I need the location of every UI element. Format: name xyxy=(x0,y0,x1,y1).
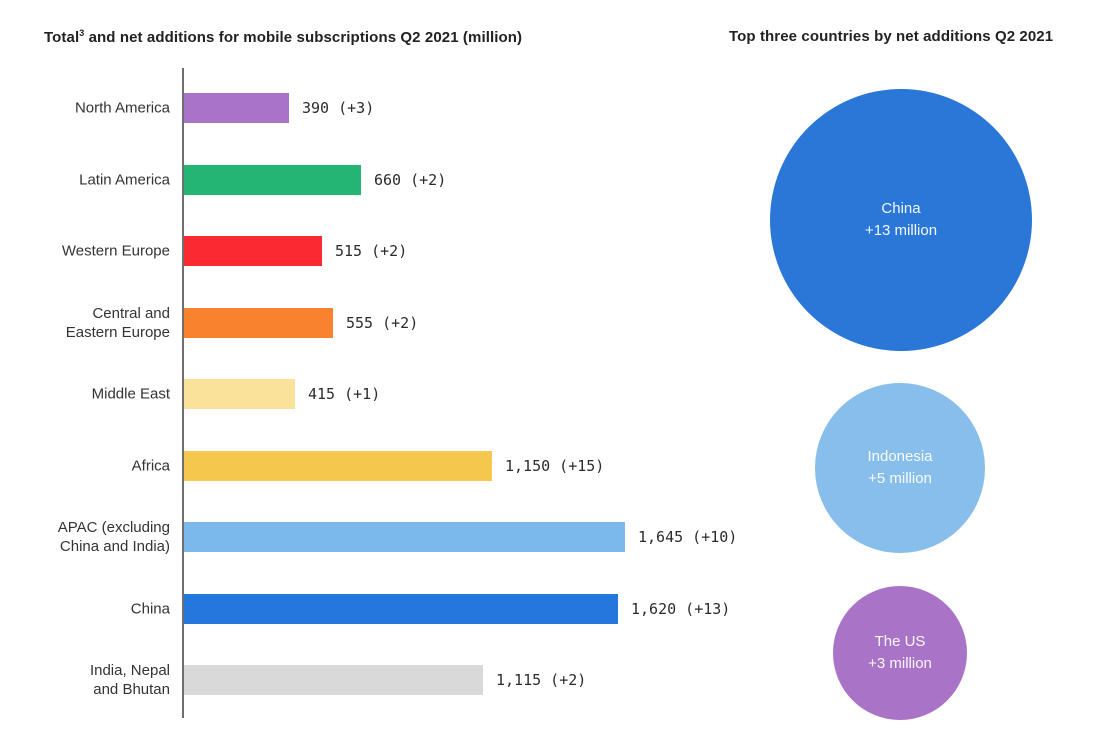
bar-value-label: 1,150 (+15) xyxy=(505,456,605,475)
bar-rect xyxy=(184,236,322,266)
bar-rect xyxy=(184,164,361,195)
bar-category-label: India, Nepal and Bhutan xyxy=(89,662,170,698)
y-axis-line xyxy=(182,68,184,718)
bar-value-label: 660 (+2) xyxy=(374,170,447,189)
bar-category-label: Western Europe xyxy=(61,242,170,260)
bar-category-label: Middle East xyxy=(91,385,170,403)
bubble-country-label: China xyxy=(881,200,921,217)
bar-rect xyxy=(184,93,289,123)
bar-chart-title-footnote-marker: 3 xyxy=(79,28,85,38)
bubble: Indonesia +5 million xyxy=(815,383,985,553)
bubble-country-label: Indonesia xyxy=(867,448,933,465)
bar-category-label: Latin America xyxy=(79,171,170,188)
bubble-country-label: The US xyxy=(874,633,926,650)
bar-value-label: 515 (+2) xyxy=(335,242,408,260)
bar-chart-title: Total3 and net additions for mobile subs… xyxy=(44,28,522,46)
bar-category-label: Central and Eastern Europe xyxy=(65,304,170,341)
bar-category-label: APAC (excluding China and India) xyxy=(57,519,170,555)
bar-value-label: 390 (+3) xyxy=(302,99,375,117)
bubble-chart-title: Top three countries by net additions Q2 … xyxy=(729,28,1054,45)
bar-value-label: 1,645 (+10) xyxy=(638,528,738,546)
bar-value-label: 1,115 (+2) xyxy=(496,671,587,689)
bubble: The US +3 million xyxy=(833,586,967,720)
bar-rect xyxy=(184,307,333,338)
bar-rect xyxy=(184,593,618,624)
bar-value-label: 1,620 (+13) xyxy=(631,599,731,618)
bar-chart-title-prefix: Total xyxy=(44,29,80,46)
bubble-value-label: +5 million xyxy=(868,470,932,487)
bar-rect xyxy=(184,522,625,552)
bar-rect xyxy=(184,450,492,481)
bar-rect xyxy=(184,379,295,409)
bar-category-label: China xyxy=(130,600,170,617)
bubble-value-label: +3 million xyxy=(868,655,932,672)
bar-value-label: 555 (+2) xyxy=(346,313,419,332)
bar-value-label: 415 (+1) xyxy=(308,385,381,403)
bar-category-label: North America xyxy=(74,99,170,117)
bar-chart-title-suffix: and net additions for mobile subscriptio… xyxy=(84,29,523,46)
bubble-value-label: +13 million xyxy=(864,222,938,239)
bubble: China +13 million xyxy=(770,89,1032,351)
bar-rect xyxy=(184,665,483,695)
bar-category-label: Africa xyxy=(131,457,170,474)
